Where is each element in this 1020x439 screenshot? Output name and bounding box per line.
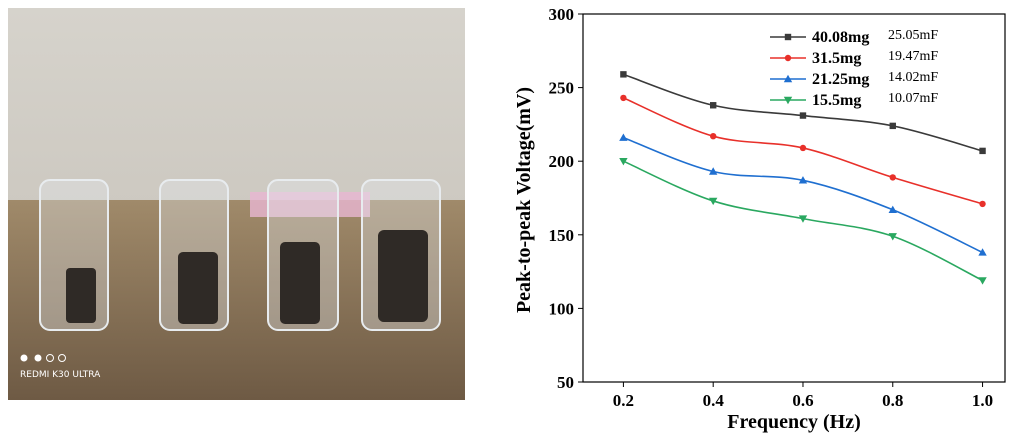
legend-marker xyxy=(784,33,792,41)
data-point xyxy=(619,133,628,141)
legend-capacitance: 14.02mF xyxy=(888,70,938,85)
data-point xyxy=(798,176,808,184)
data-point xyxy=(799,112,807,119)
data-point xyxy=(620,71,627,78)
legend-capacitance: 19.47mF xyxy=(888,49,938,64)
samples xyxy=(66,230,428,324)
data-point xyxy=(708,167,718,175)
x-tick-label: 0.6 xyxy=(792,391,813,410)
x-tick-label: 0.2 xyxy=(613,391,634,410)
y-tick-label: 50 xyxy=(557,373,574,392)
data-point xyxy=(979,200,986,208)
data-point xyxy=(799,144,807,152)
data-point xyxy=(978,248,987,256)
legend-marker xyxy=(783,96,793,105)
y-tick-label: 250 xyxy=(549,79,575,98)
plot-frame xyxy=(582,13,1006,383)
x-axis-label: Frequency (Hz) xyxy=(727,411,861,433)
data-point xyxy=(708,197,718,206)
y-axis-label: Peak-to-peak Voltage(mV) xyxy=(513,87,535,313)
data-point xyxy=(798,215,808,223)
legend-label: 40.08mg xyxy=(812,29,869,46)
legend-capacitance: 10.07mF xyxy=(888,91,938,106)
x-tick-label: 0.4 xyxy=(703,391,725,410)
series-line xyxy=(623,136,983,254)
data-point xyxy=(889,122,896,130)
watermark-dots xyxy=(20,354,66,362)
data-point xyxy=(709,132,717,140)
legend-marker xyxy=(783,74,793,83)
x-tick-label: 1.0 xyxy=(972,391,993,410)
photo: REDMI K30 ULTRA xyxy=(8,8,465,400)
legend-capacitance: 25.05mF xyxy=(888,28,938,43)
y-tick-label: 200 xyxy=(549,152,575,171)
legend-label: 15.5mg xyxy=(812,92,861,109)
legend-label: 31.5mg xyxy=(812,50,861,67)
photo-paper xyxy=(250,192,370,217)
legend-marker xyxy=(784,54,792,62)
x-tick-label: 0.8 xyxy=(882,391,903,410)
data-point xyxy=(889,174,896,181)
data-point xyxy=(619,158,628,166)
y-tick-label: 100 xyxy=(549,299,575,318)
data-point xyxy=(888,205,897,213)
y-tick-label: 300 xyxy=(549,5,575,24)
data-point xyxy=(979,147,986,155)
photo-watermark: REDMI K30 ULTRA xyxy=(20,370,101,380)
data-point xyxy=(978,277,987,285)
y-tick-label: 150 xyxy=(549,226,575,245)
data-point xyxy=(709,102,717,109)
legend-label: 21.25mg xyxy=(812,71,869,88)
data-point xyxy=(620,94,627,102)
data-point xyxy=(888,233,897,241)
